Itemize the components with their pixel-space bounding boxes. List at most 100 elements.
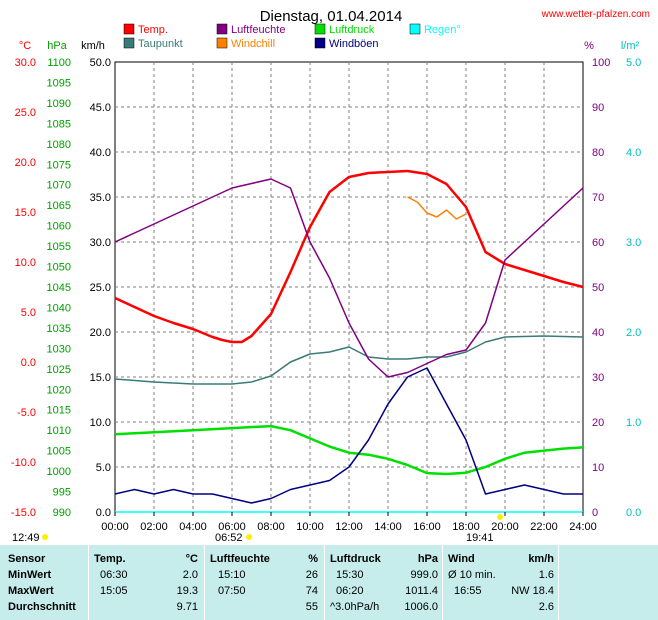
max-press: 1011.4	[405, 585, 438, 597]
pressure-tick-label: 1075	[47, 159, 71, 171]
pressure-tick-label: 1000	[47, 466, 71, 478]
x-tick-label: 20:00	[491, 521, 519, 533]
temp-tick-label: 25.0	[15, 107, 36, 119]
legend-label: Windchill	[231, 38, 275, 50]
legend-label: Taupunkt	[138, 38, 183, 50]
humidity-tick-label: 70	[592, 192, 604, 204]
x-tick-label: 18:00	[452, 521, 480, 533]
sunset-label: 19:41	[466, 532, 494, 544]
rain-tick-label: 4.0	[626, 147, 641, 159]
wind-tick-label: 45.0	[90, 102, 111, 114]
header-humidity: Luftfeuchte	[210, 553, 270, 565]
header-temp-unit: °C	[185, 553, 198, 565]
marker-sunrise: 06:52	[215, 532, 252, 544]
chart-title: Dienstag, 01.04.2014	[260, 8, 403, 25]
legend-swatch	[123, 37, 135, 49]
pressure-tick-label: 990	[53, 507, 71, 519]
weather-chart: 00:00 02:00 04:00 06:00 08:00 10:00 12:00 14:00…	[11, 8, 650, 544]
pressure-tick-label: 1035	[47, 323, 71, 335]
temp-tick-label: 5.0	[21, 307, 36, 319]
unit-hpa: hPa	[47, 40, 67, 52]
min-press: 999.0	[410, 569, 438, 581]
x-tick-label: 04:00	[179, 521, 207, 533]
sunrise-label: 06:52	[215, 532, 243, 544]
dewpoint-line	[114, 335, 584, 385]
temp-tick-label: 20.0	[15, 157, 36, 169]
sunrise-icon	[246, 534, 252, 540]
avg-wind: 2.6	[538, 601, 554, 613]
x-tick-label: 06:00	[218, 521, 246, 533]
legend-label: Luftfeuchte	[231, 24, 285, 36]
row-label-max: MaxWert	[8, 585, 54, 597]
header-wind-unit: km/h	[528, 553, 554, 565]
max-press-time: 06:20	[336, 585, 364, 597]
humidity-tick-label: 50	[592, 282, 604, 294]
site-link[interactable]: www.wetter-pfalzen.com	[541, 9, 650, 20]
table-divider	[324, 545, 325, 620]
pressure-tick-label: 1045	[47, 282, 71, 294]
min-hum: 26	[305, 569, 318, 581]
rain-tick-label: 3.0	[626, 237, 641, 249]
pressure-tick-label: 1015	[47, 405, 71, 417]
humidity-tick-label: 80	[592, 147, 604, 159]
legend-swatch	[216, 23, 228, 35]
wind-tick-label: 15.0	[90, 372, 111, 384]
x-tick-label: 02:00	[140, 521, 168, 533]
table-divider	[88, 545, 89, 620]
pressure-line	[114, 424, 584, 476]
min-temp: 2.0	[182, 569, 198, 581]
max-temp: 19.3	[176, 585, 198, 597]
table-divider	[442, 545, 443, 620]
sunset-icon	[497, 514, 503, 520]
header-pressure: Luftdruck	[330, 553, 381, 565]
wind-tick-label: 25.0	[90, 282, 111, 294]
pressure-tick-label: 1070	[47, 180, 71, 192]
humidity-tick-label: 20	[592, 417, 604, 429]
marker-now: 12:49	[12, 532, 48, 544]
x-tick-label: 22:00	[530, 521, 558, 533]
header-pressure-unit: hPa	[417, 553, 438, 565]
legend-label: Windböen	[329, 38, 379, 50]
humidity-tick-label: 10	[592, 462, 604, 474]
pressure-tick-label: 1005	[47, 446, 71, 458]
header-humidity-unit: %	[308, 553, 318, 565]
wind-tick-label: 5.0	[96, 462, 111, 474]
temp-tick-label: 15.0	[15, 207, 36, 219]
min-hum-time: 15:10	[218, 569, 246, 581]
x-tick-label: 24:00	[569, 521, 597, 533]
x-tick-label: 08:00	[257, 521, 285, 533]
x-tick-label: 16:00	[413, 521, 441, 533]
unit-rain: l/m²	[621, 40, 640, 52]
header-wind: Wind	[448, 553, 475, 565]
legend-swatch	[314, 23, 326, 35]
chart-grid	[114, 61, 584, 513]
pressure-tick-label: 1055	[47, 241, 71, 253]
temp-tick-label: -10.0	[11, 457, 36, 469]
legend-label: Temp.	[138, 24, 168, 36]
wind-tick-label: 10.0	[90, 417, 111, 429]
legend-swatch	[314, 37, 326, 49]
gust-line	[114, 367, 583, 504]
chart-legend: Temp. Luftfeuchte Luftdruck Regen° Taupunkt W…	[123, 23, 461, 50]
pressure-tick-label: 1010	[47, 425, 71, 437]
max-wind-time: 16:55	[454, 585, 482, 597]
humidity-tick-label: 40	[592, 327, 604, 339]
legend-swatch	[123, 23, 135, 35]
min-wind-note: Ø 10 min.	[448, 569, 496, 581]
wind-tick-label: 40.0	[90, 147, 111, 159]
legend-swatch	[216, 37, 228, 49]
table-divider	[558, 545, 559, 620]
max-wind: NW 18.4	[511, 585, 554, 597]
pressure-tick-label: 1020	[47, 384, 71, 396]
temp-tick-label: 10.0	[15, 257, 36, 269]
legend-label: Luftdruck	[329, 24, 375, 36]
temp-tick-label: 30.0	[15, 57, 36, 69]
x-tick-label: 10:00	[296, 521, 324, 533]
pressure-tick-label: 1025	[47, 364, 71, 376]
row-label-min: MinWert	[8, 569, 52, 581]
pressure-tick-label: 995	[53, 487, 71, 499]
min-press-time: 15:30	[336, 569, 364, 581]
pressure-tick-label: 1100	[47, 57, 71, 69]
pressure-tick-label: 1040	[47, 302, 71, 314]
unit-percent: %	[584, 40, 594, 52]
